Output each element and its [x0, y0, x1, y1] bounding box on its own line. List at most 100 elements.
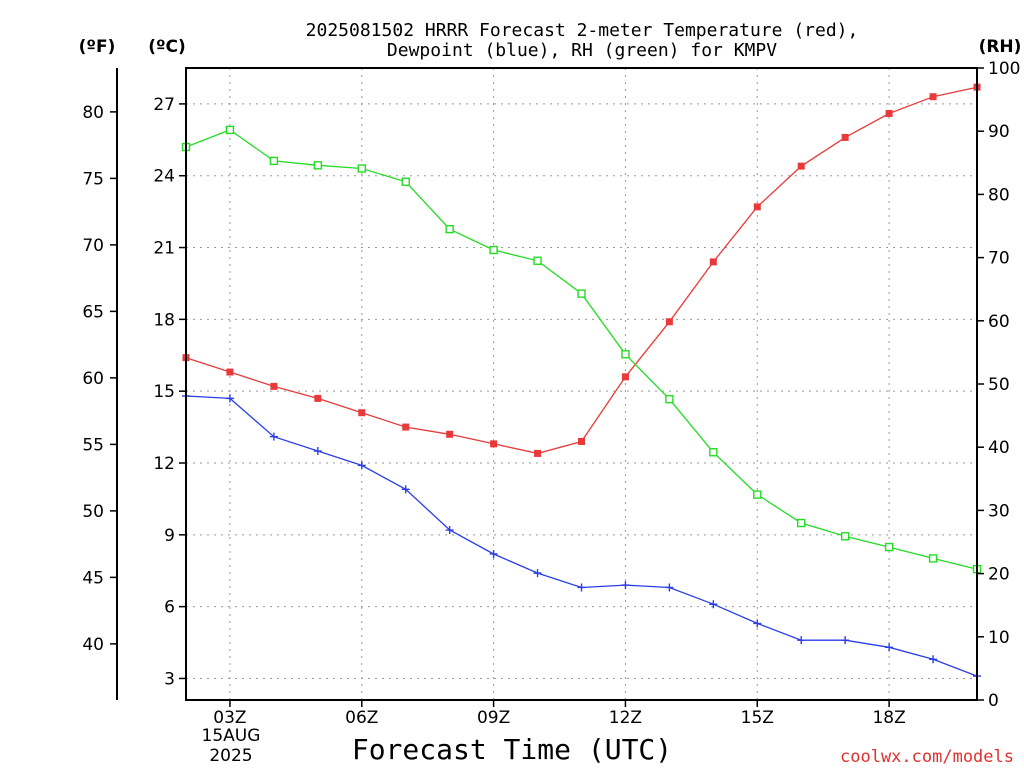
fahrenheit-tick-label: 40 — [82, 635, 104, 655]
celsius-tick-label: 6 — [164, 598, 175, 618]
rh-point — [884, 542, 894, 552]
dewpoint-point — [621, 581, 630, 590]
rh-point — [445, 224, 454, 234]
celsius-tick-label: 9 — [164, 526, 175, 546]
rh-tick-label: 0 — [988, 691, 999, 711]
dewpoint-point — [797, 636, 806, 645]
temperature-point — [578, 437, 585, 445]
dewpoint-point — [489, 549, 498, 558]
fahrenheit-tick-label: 80 — [82, 103, 104, 123]
celsius-unit-label: (ºC) — [148, 37, 186, 57]
celsius-tick-label: 24 — [153, 167, 175, 187]
dewpoint-point — [885, 643, 894, 652]
rh-tick-label: 100 — [988, 59, 1020, 79]
date-label-year: 2025 — [209, 746, 252, 766]
temperature-point — [929, 93, 937, 101]
celsius-tick-label: 3 — [164, 669, 175, 689]
celsius-tick-label: 15 — [153, 382, 175, 402]
rh-tick-label: 40 — [988, 438, 1010, 458]
dewpoint-point — [401, 485, 410, 494]
rh-point — [709, 448, 718, 457]
x-tick-label: 15Z — [741, 708, 774, 728]
dewpoint-point — [357, 461, 366, 470]
rh-tick-label: 50 — [988, 375, 1010, 395]
temperature-line — [185, 86, 978, 455]
x-tick-label: 09Z — [477, 708, 510, 728]
dewpoint-point — [929, 655, 938, 664]
rh-line — [185, 129, 978, 570]
celsius-tick-label: 18 — [153, 310, 175, 330]
rh-point — [928, 554, 938, 563]
celsius-tick-label: 27 — [153, 95, 175, 115]
rh-tick-label: 60 — [988, 312, 1010, 332]
x-tick-label: 03Z — [213, 708, 246, 728]
rh-point — [577, 289, 586, 298]
rh-tick-label: 90 — [988, 122, 1010, 142]
rh-tick-label: 70 — [988, 249, 1010, 269]
temperature-point — [885, 109, 893, 117]
fahrenheit-tick-label: 50 — [82, 502, 104, 522]
fahrenheit-tick-label: 55 — [82, 435, 104, 455]
temperature-point — [226, 368, 234, 376]
rh-point — [269, 156, 279, 166]
rh-point — [357, 164, 366, 173]
x-axis-title: Forecast Time (UTC) — [352, 733, 672, 766]
temperature-point — [621, 373, 629, 381]
dewpoint-point — [665, 583, 674, 592]
chart-title-line1: 2025081502 HRRR Forecast 2-meter Tempera… — [306, 20, 859, 41]
temperature-point — [753, 203, 761, 211]
temperature-point — [270, 382, 278, 390]
temperature-series — [182, 83, 981, 457]
temperature-point — [797, 162, 805, 170]
date-label-day: 15AUG — [202, 726, 261, 746]
dewpoint-point — [225, 394, 234, 403]
rh-tick-label: 20 — [988, 565, 1010, 585]
temperature-point — [358, 409, 366, 417]
series-layer — [181, 83, 982, 681]
rh-point — [225, 125, 235, 135]
x-tick-label: 18Z — [872, 708, 905, 728]
dewpoint-point — [577, 583, 586, 592]
temperature-point — [709, 258, 717, 266]
fahrenheit-tick-label: 75 — [82, 169, 104, 189]
fahrenheit-tick-label: 65 — [82, 302, 104, 322]
grid-lines — [186, 68, 977, 700]
dewpoint-point — [709, 600, 718, 609]
celsius-tick-label: 12 — [153, 454, 175, 474]
rh-point — [753, 490, 762, 499]
fahrenheit-tick-label: 60 — [82, 369, 104, 389]
rh-tick-label: 10 — [988, 628, 1010, 648]
dewpoint-point — [753, 619, 762, 628]
rh-series — [181, 125, 982, 574]
dewpoint-point — [313, 447, 322, 456]
plot-frame — [185, 67, 978, 701]
dewpoint-point — [841, 636, 850, 645]
chart-title-line2: Dewpoint (blue), RH (green) for KMPV — [387, 40, 777, 61]
rh-tick-label: 30 — [988, 501, 1010, 521]
axis-layer: 03Z 06Z 09Z 12Z 15Z 18Z 3 6 9 12 15 18 21 24 27 40 45 50 5… — [82, 59, 1020, 728]
rh-point — [621, 350, 630, 359]
source-credit: coolwx.com/models — [840, 747, 1014, 767]
fahrenheit-tick-label: 70 — [82, 236, 104, 256]
rh-point — [533, 256, 542, 265]
temperature-point — [665, 318, 673, 326]
temperature-point — [402, 423, 410, 431]
celsius-tick-label: 21 — [153, 239, 175, 259]
rh-unit-label: (RH) — [979, 37, 1022, 57]
fahrenheit-tick-label: 45 — [82, 568, 104, 588]
rh-tick-label: 80 — [988, 185, 1010, 205]
rh-point — [665, 394, 674, 404]
temperature-point — [841, 133, 849, 141]
dewpoint-series — [182, 391, 981, 681]
dewpoint-point — [533, 569, 542, 578]
temperature-point — [314, 394, 322, 402]
rh-point — [489, 245, 498, 255]
fahrenheit-unit-label: (ºF) — [79, 37, 116, 57]
dewpoint-point — [269, 432, 278, 441]
dewpoint-point — [445, 526, 454, 535]
temperature-point — [490, 440, 498, 448]
x-tick-label: 12Z — [609, 708, 642, 728]
temperature-point — [534, 449, 542, 457]
